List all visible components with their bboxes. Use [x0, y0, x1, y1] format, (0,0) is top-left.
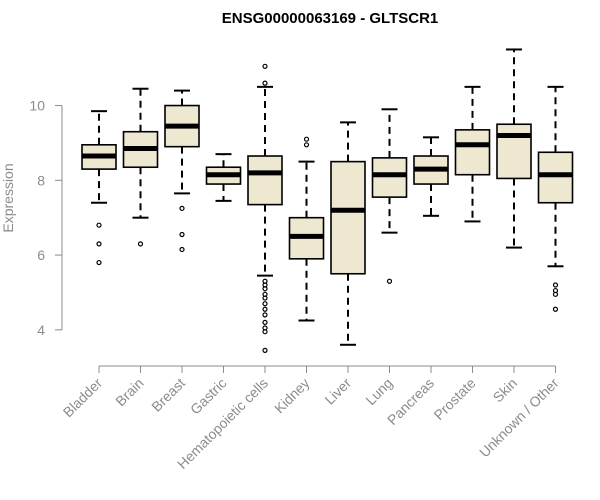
y-axis-label: Expression	[0, 163, 16, 232]
x-tick-label: Bladder	[60, 375, 106, 421]
x-tick-label: Brain	[112, 375, 146, 409]
outlier-point	[179, 246, 185, 253]
y-axis: 4 6 8 10	[29, 98, 63, 338]
boxes	[81, 48, 574, 353]
outlier-point	[262, 347, 268, 353]
box-skin	[496, 48, 532, 249]
box-hematopoietic-cells	[247, 63, 283, 353]
outlier-point	[96, 222, 102, 228]
outlier-point	[96, 241, 102, 247]
outlier-point	[262, 286, 268, 292]
y-tick-label: 4	[37, 322, 45, 338]
outlier-point	[303, 142, 310, 148]
box-body	[330, 160, 366, 275]
box-body	[537, 151, 574, 204]
y-tick-label: 6	[37, 247, 45, 263]
outlier-point	[262, 301, 268, 307]
box-lung	[371, 108, 408, 284]
x-tick-label: Liver	[321, 375, 354, 408]
outlier-point	[262, 319, 268, 325]
outlier-point	[552, 306, 559, 312]
box-pancreas	[413, 136, 449, 217]
x-tick-label: Lung	[362, 375, 395, 408]
box-bladder	[81, 110, 117, 266]
outlier-point	[262, 329, 268, 335]
x-tick-label: Unknown / Other	[476, 375, 562, 461]
box-body	[496, 123, 532, 180]
outlier-point	[262, 295, 268, 301]
outlier-point	[179, 231, 185, 238]
outlier-point	[262, 306, 268, 312]
box-body	[454, 129, 491, 176]
x-tick-label: Prostate	[430, 375, 478, 423]
box-unknown-other	[537, 85, 574, 312]
y-tick-label: 8	[37, 172, 45, 188]
outlier-point	[179, 205, 185, 211]
y-tick-label: 10	[29, 98, 45, 114]
outlier-point	[552, 282, 559, 288]
outlier-point	[96, 259, 102, 266]
outlier-point	[262, 312, 268, 318]
outlier-point	[386, 278, 393, 284]
outlier-point	[262, 63, 268, 69]
box-prostate	[454, 85, 491, 223]
box-breast	[164, 89, 200, 253]
x-tick-label: Kidney	[271, 375, 313, 417]
box-kidney	[288, 136, 325, 322]
x-tick-label: Breast	[148, 375, 188, 415]
box-body	[247, 155, 283, 206]
outlier-point	[262, 80, 268, 86]
chart-title: ENSG00000063169 - GLTSCR1	[222, 10, 439, 27]
box-brain	[122, 87, 159, 247]
x-tick-label: Skin	[490, 375, 521, 406]
box-liver	[330, 121, 366, 346]
box-body	[371, 157, 408, 198]
outlier-point	[552, 291, 559, 297]
outlier-point	[137, 241, 144, 247]
outlier-point	[303, 136, 310, 142]
box-gastric	[205, 153, 242, 202]
